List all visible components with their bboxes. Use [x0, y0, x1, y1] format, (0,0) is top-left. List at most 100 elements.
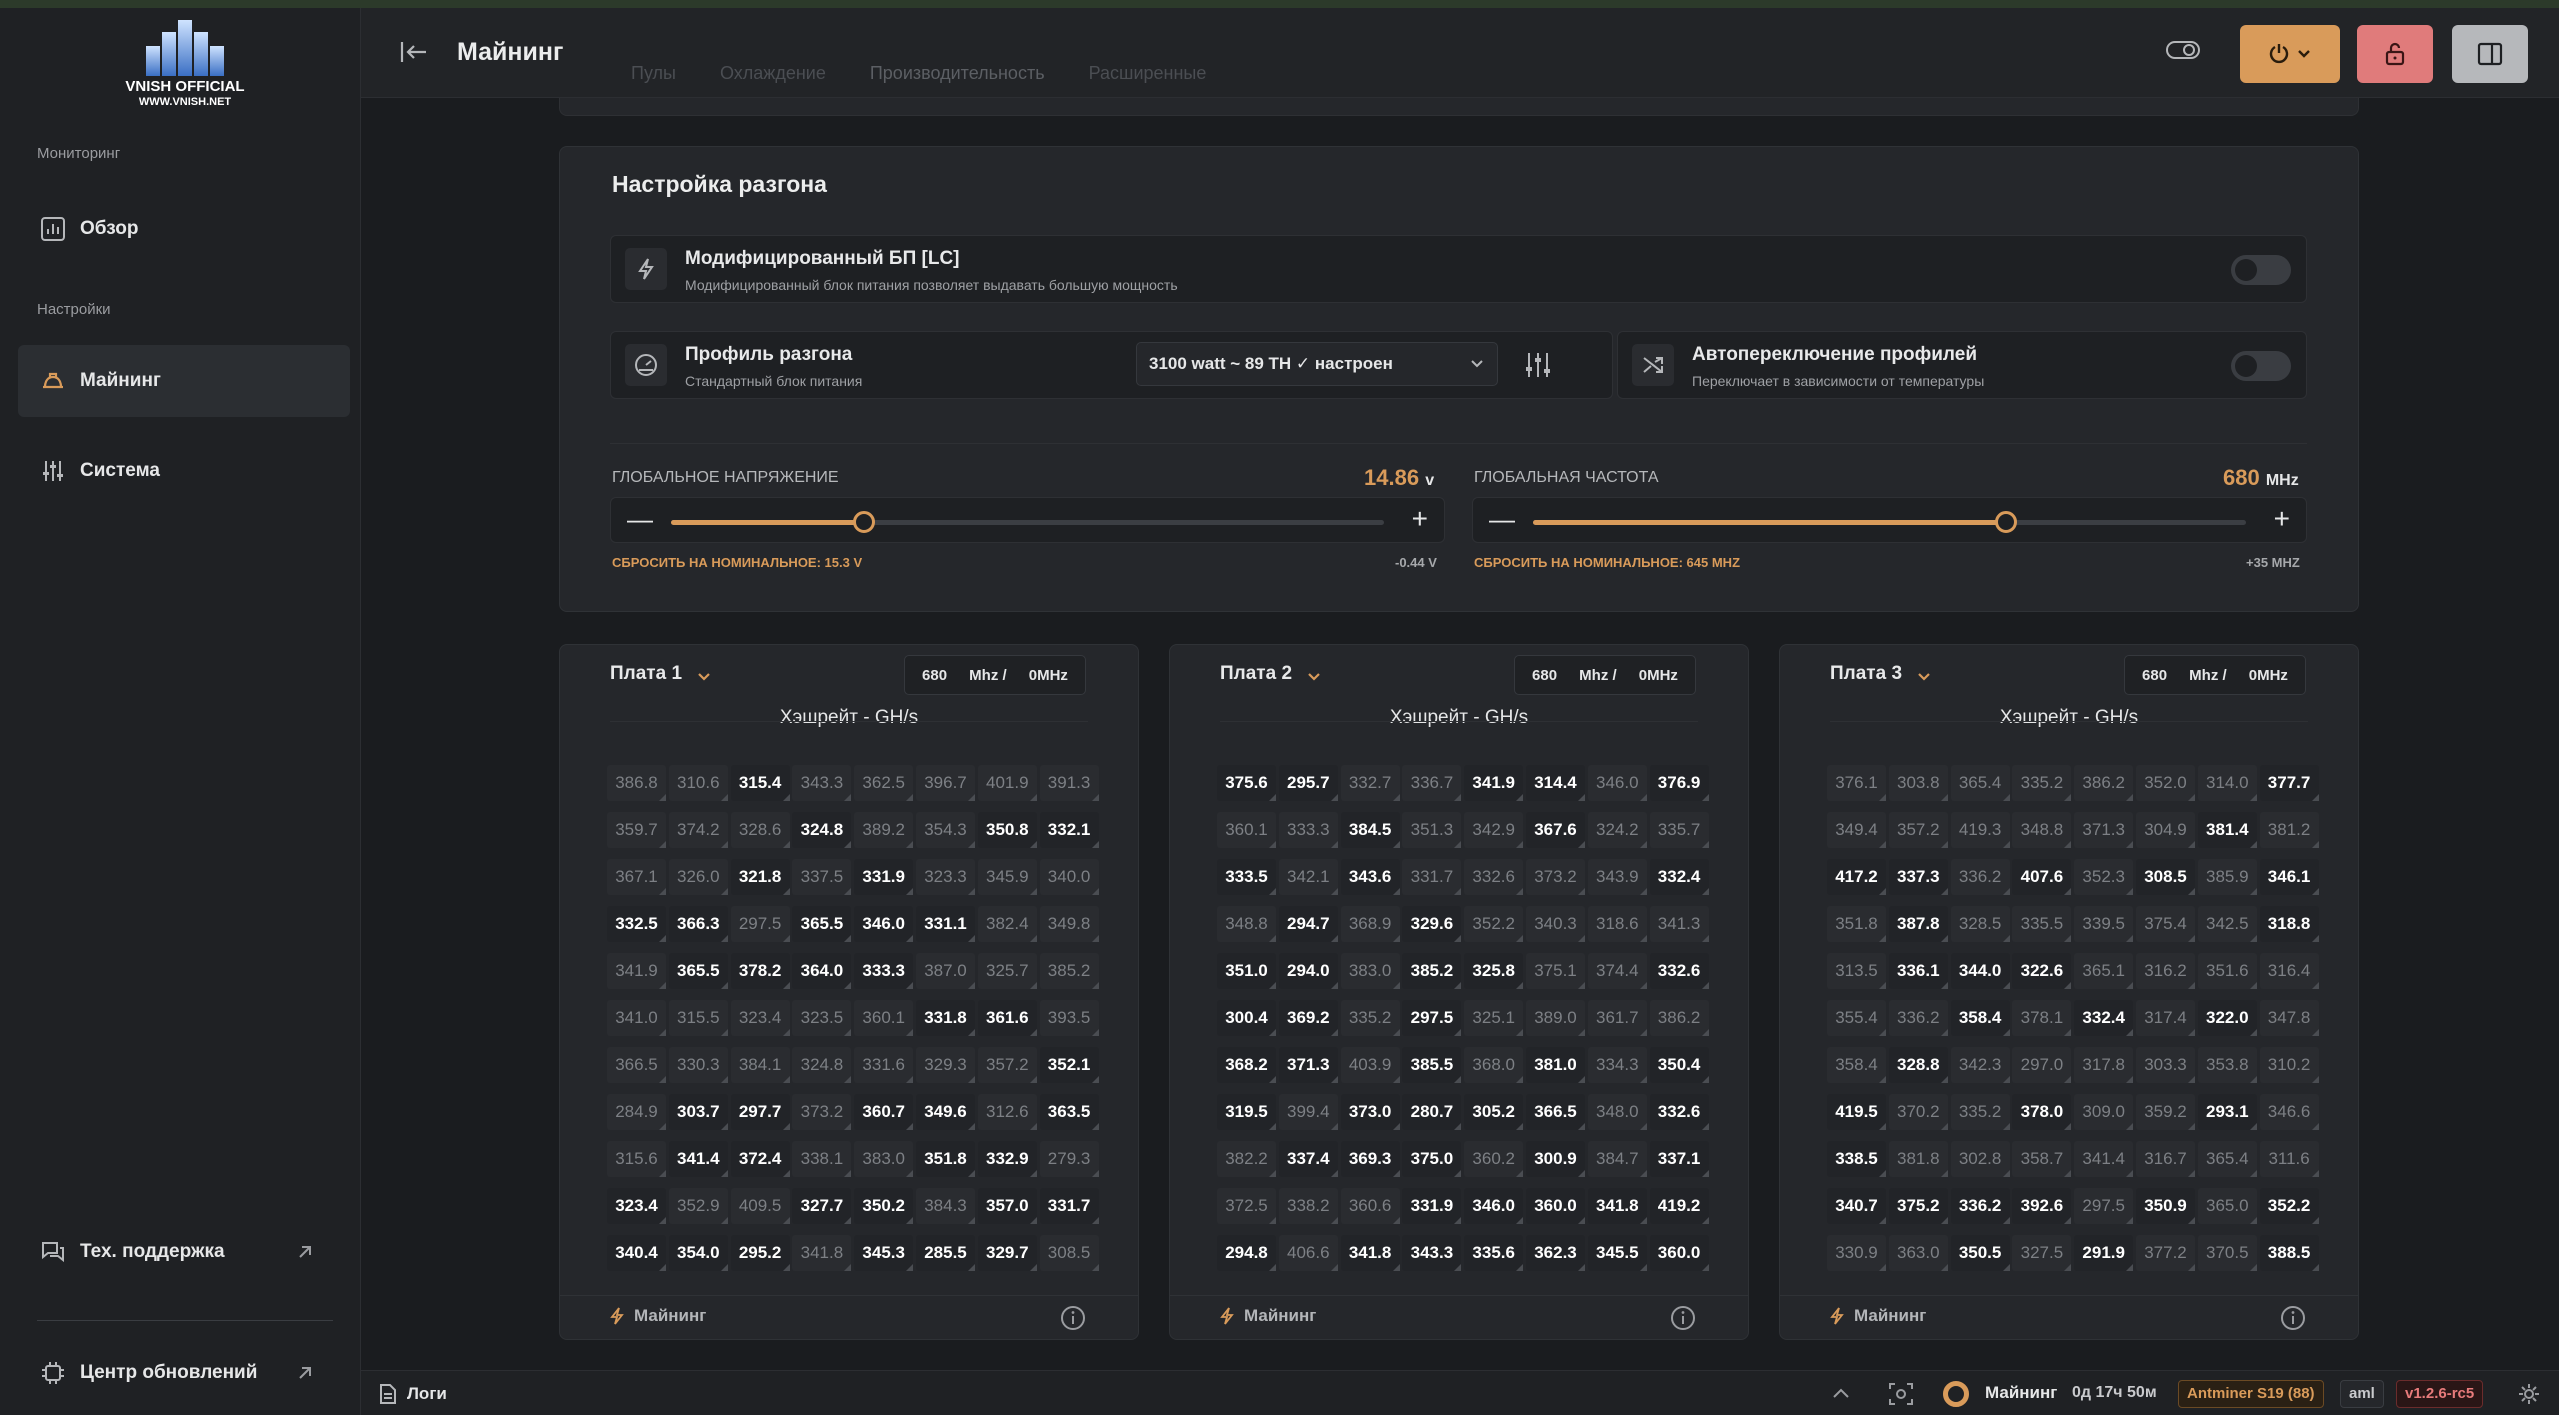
sidebar-item-updates[interactable]: Центр обновлений	[18, 1337, 350, 1409]
chip-cell[interactable]: 381.0	[1525, 1047, 1585, 1083]
chip-cell[interactable]: 350.9	[2135, 1188, 2195, 1224]
chip-cell[interactable]: 300.4	[1217, 1000, 1276, 1036]
chip-cell[interactable]: 344.0	[1950, 953, 2010, 989]
chip-cell[interactable]: 341.0	[607, 1000, 666, 1036]
chip-cell[interactable]: 341.8	[1587, 1188, 1647, 1224]
gear-icon[interactable]	[2518, 1383, 2540, 1405]
chip-cell[interactable]: 295.7	[1278, 765, 1338, 801]
chip-cell[interactable]: 285.5	[915, 1235, 975, 1271]
chip-cell[interactable]: 375.0	[1402, 1141, 1462, 1177]
chip-cell[interactable]: 310.6	[668, 765, 728, 801]
chip-cell[interactable]: 318.8	[2259, 906, 2319, 942]
chip-cell[interactable]: 361.7	[1587, 1000, 1647, 1036]
chip-cell[interactable]: 351.6	[2197, 953, 2257, 989]
chip-cell[interactable]: 332.6	[1649, 953, 1709, 989]
chip-cell[interactable]: 378.2	[730, 953, 790, 989]
chip-cell[interactable]: 352.0	[2135, 765, 2195, 801]
chip-cell[interactable]: 351.8	[915, 1141, 975, 1177]
chip-cell[interactable]: 403.9	[1340, 1047, 1400, 1083]
chip-cell[interactable]: 389.0	[1525, 1000, 1585, 1036]
chip-cell[interactable]: 351.3	[1402, 812, 1462, 848]
chip-cell[interactable]: 348.0	[1587, 1094, 1647, 1130]
sidebar-item-system[interactable]: Система	[18, 435, 350, 507]
board-frequency-box[interactable]: 680 Mhz / 0MHz	[2124, 655, 2306, 695]
chip-cell[interactable]: 385.2	[1039, 953, 1099, 989]
chip-cell[interactable]: 341.9	[1464, 765, 1524, 801]
chip-cell[interactable]: 317.4	[2135, 1000, 2195, 1036]
chevron-up-icon[interactable]	[1831, 1385, 1851, 1401]
chip-cell[interactable]: 365.0	[2197, 1188, 2257, 1224]
chip-cell[interactable]: 348.8	[2012, 812, 2072, 848]
chip-cell[interactable]: 372.4	[730, 1141, 790, 1177]
chip-cell[interactable]: 338.2	[1278, 1188, 1338, 1224]
chip-cell[interactable]: 419.3	[1950, 812, 2010, 848]
chip-cell[interactable]: 350.2	[854, 1188, 914, 1224]
chip-cell[interactable]: 338.1	[792, 1141, 852, 1177]
chip-cell[interactable]: 376.9	[1649, 765, 1709, 801]
chip-cell[interactable]: 351.8	[1827, 906, 1886, 942]
chip-cell[interactable]: 409.5	[730, 1188, 790, 1224]
chip-cell[interactable]: 364.0	[792, 953, 852, 989]
chip-cell[interactable]: 336.2	[1950, 1188, 2010, 1224]
chip-cell[interactable]: 348.8	[1217, 906, 1276, 942]
chip-cell[interactable]: 310.2	[2259, 1047, 2319, 1083]
chip-cell[interactable]: 325.1	[1464, 1000, 1524, 1036]
info-icon[interactable]	[1060, 1305, 1086, 1331]
chip-cell[interactable]: 358.7	[2012, 1141, 2072, 1177]
chip-cell[interactable]: 338.5	[1827, 1141, 1886, 1177]
chip-cell[interactable]: 371.3	[2074, 812, 2134, 848]
chip-cell[interactable]: 365.5	[668, 953, 728, 989]
chip-cell[interactable]: 360.1	[854, 1000, 914, 1036]
chip-cell[interactable]: 314.0	[2197, 765, 2257, 801]
chip-cell[interactable]: 401.9	[977, 765, 1037, 801]
chip-cell[interactable]: 332.6	[1649, 1094, 1709, 1130]
chip-cell[interactable]: 351.0	[1217, 953, 1276, 989]
chip-cell[interactable]: 297.5	[730, 906, 790, 942]
chip-cell[interactable]: 357.2	[977, 1047, 1037, 1083]
chip-cell[interactable]: 362.3	[1525, 1235, 1585, 1271]
chip-cell[interactable]: 316.2	[2135, 953, 2195, 989]
tune-settings-icon[interactable]	[1523, 350, 1553, 380]
chip-cell[interactable]: 366.5	[1525, 1094, 1585, 1130]
chip-cell[interactable]: 332.4	[2074, 1000, 2134, 1036]
chip-cell[interactable]: 367.6	[1525, 812, 1585, 848]
chip-cell[interactable]: 373.0	[1340, 1094, 1400, 1130]
sidebar-item-mining[interactable]: Майнинг	[18, 345, 350, 417]
chip-cell[interactable]: 324.2	[1587, 812, 1647, 848]
chip-cell[interactable]: 329.3	[915, 1047, 975, 1083]
chip-cell[interactable]: 377.7	[2259, 765, 2319, 801]
chip-cell[interactable]: 343.3	[792, 765, 852, 801]
chip-cell[interactable]: 378.0	[2012, 1094, 2072, 1130]
chip-cell[interactable]: 297.0	[2012, 1047, 2072, 1083]
chip-cell[interactable]: 333.5	[1217, 859, 1276, 895]
chip-cell[interactable]: 346.6	[2259, 1094, 2319, 1130]
collapse-sidebar-icon[interactable]	[399, 40, 429, 64]
chip-cell[interactable]: 352.3	[2074, 859, 2134, 895]
board-frequency-box[interactable]: 680 Mhz / 0MHz	[1514, 655, 1696, 695]
chip-cell[interactable]: 313.5	[1827, 953, 1886, 989]
chip-cell[interactable]: 330.9	[1827, 1235, 1886, 1271]
chip-cell[interactable]: 294.0	[1278, 953, 1338, 989]
voltage-slider-handle[interactable]	[852, 511, 875, 533]
voltage-increase-button[interactable]: +	[1411, 503, 1428, 534]
chip-cell[interactable]: 373.2	[1525, 859, 1585, 895]
chip-cell[interactable]: 385.2	[1402, 953, 1462, 989]
chip-cell[interactable]: 383.0	[854, 1141, 914, 1177]
chip-cell[interactable]: 335.6	[1464, 1235, 1524, 1271]
chip-cell[interactable]: 346.0	[854, 906, 914, 942]
chip-cell[interactable]: 323.3	[915, 859, 975, 895]
chip-cell[interactable]: 340.0	[1039, 859, 1099, 895]
chip-cell[interactable]: 375.4	[2135, 906, 2195, 942]
chip-cell[interactable]: 353.8	[2197, 1047, 2257, 1083]
chip-cell[interactable]: 308.5	[1039, 1235, 1099, 1271]
chip-cell[interactable]: 365.4	[1950, 765, 2010, 801]
chip-cell[interactable]: 349.6	[915, 1094, 975, 1130]
profile-select[interactable]: 3100 watt ~ 89 TH ✓ настроен	[1136, 342, 1498, 386]
chip-cell[interactable]: 385.5	[1402, 1047, 1462, 1083]
frequency-slider-handle[interactable]	[1995, 511, 2018, 533]
chip-cell[interactable]: 328.6	[730, 812, 790, 848]
chip-cell[interactable]: 309.0	[2074, 1094, 2134, 1130]
chip-cell[interactable]: 363.0	[1888, 1235, 1948, 1271]
chip-cell[interactable]: 337.5	[792, 859, 852, 895]
chip-cell[interactable]: 324.8	[792, 812, 852, 848]
